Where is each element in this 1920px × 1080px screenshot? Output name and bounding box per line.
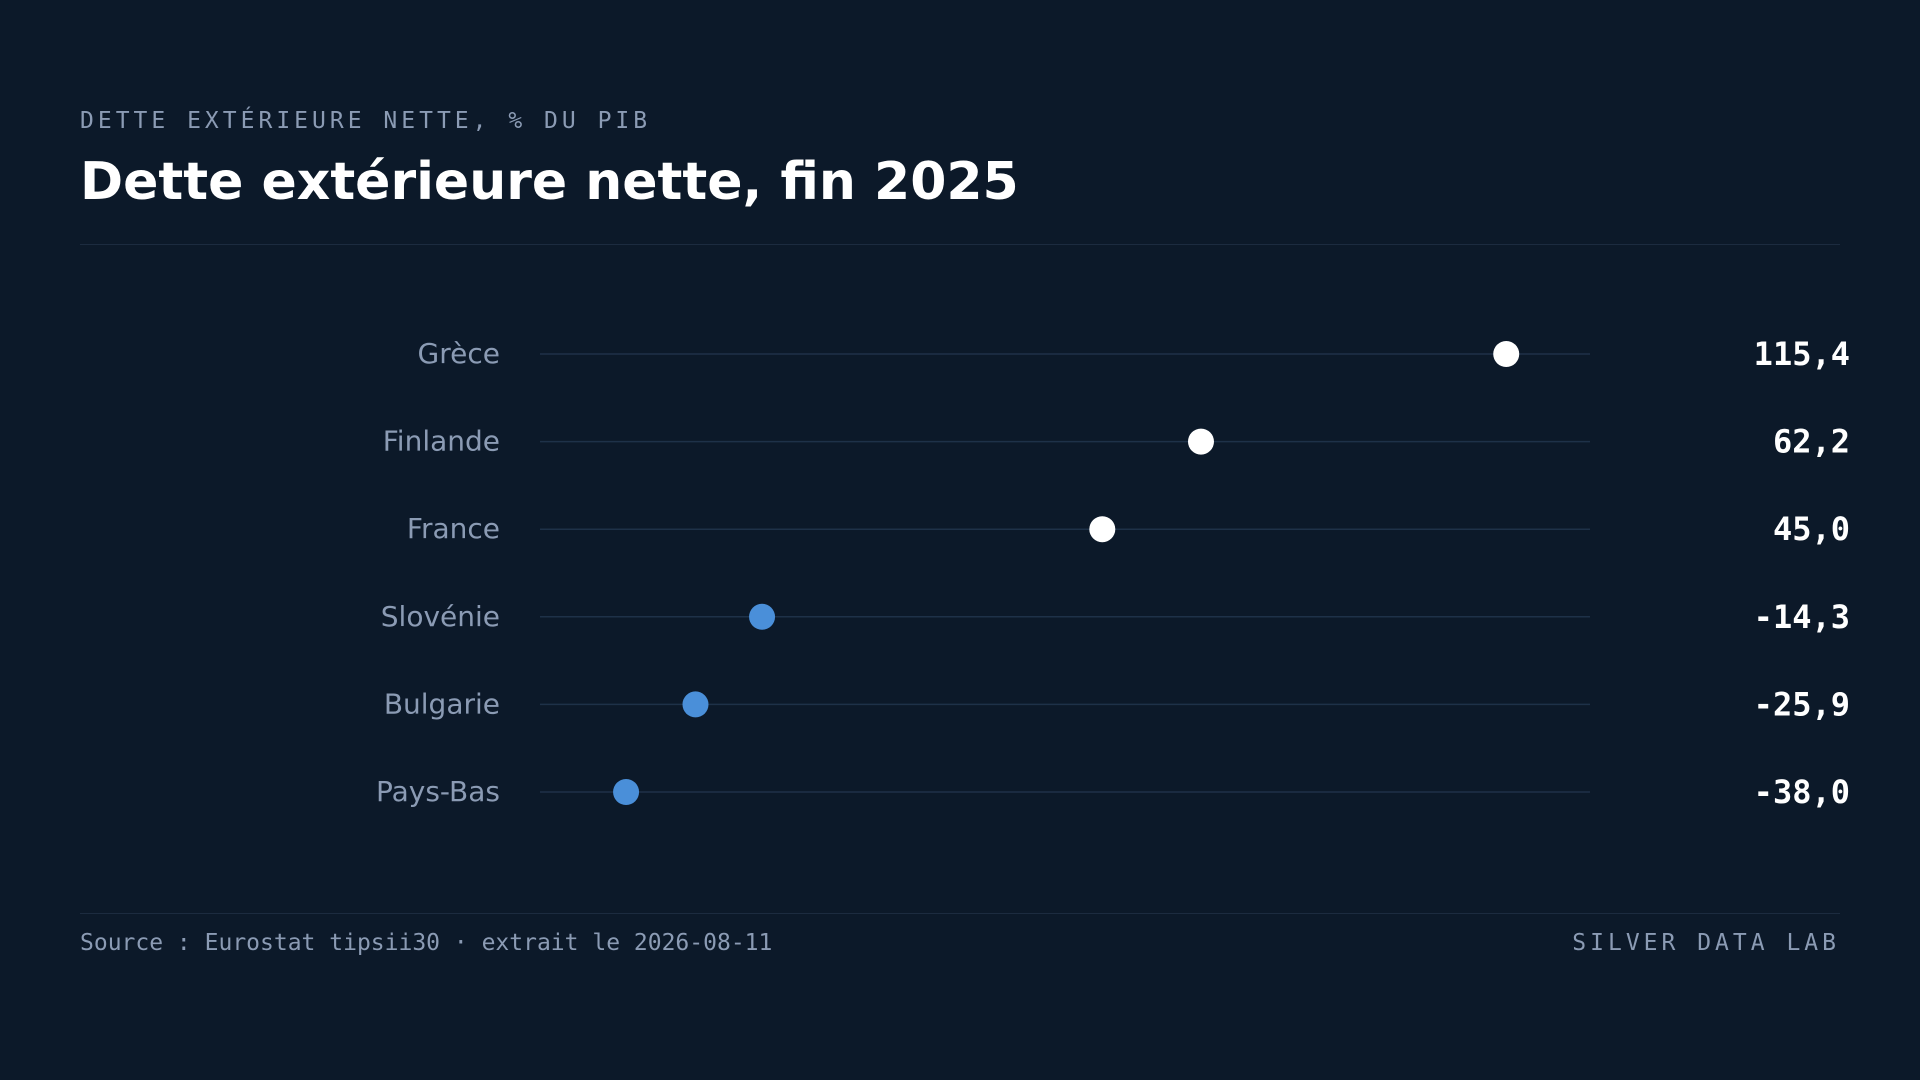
value-label: -38,0 (1754, 773, 1850, 811)
footer-divider (80, 913, 1840, 914)
chart-title: Dette extérieure nette, fin 2025 (80, 152, 1019, 212)
data-point (749, 603, 776, 630)
value-label: 115,4 (1754, 335, 1850, 373)
category-label: France (407, 512, 500, 545)
category-label: Bulgarie (384, 687, 500, 720)
value-label: -14,3 (1754, 598, 1850, 636)
data-point (682, 691, 709, 718)
data-point (1089, 516, 1116, 543)
value-label: 62,2 (1773, 423, 1850, 461)
category-label: Slovénie (381, 600, 500, 633)
data-point (1493, 341, 1520, 367)
category-label: Finlande (383, 425, 500, 458)
category-label: Pays-Bas (376, 775, 500, 808)
data-point (1187, 428, 1214, 455)
source-note: Source : Eurostat tipsii30 · extrait le … (80, 930, 773, 956)
brand-label: SILVER DATA LAB (1572, 930, 1840, 956)
value-label: 45,0 (1773, 510, 1850, 548)
category-label: Grèce (418, 337, 500, 370)
value-label: -25,9 (1754, 685, 1850, 723)
data-point (613, 779, 640, 805)
chart-kicker: DETTE EXTÉRIEURE NETTE, % DU PIB (80, 108, 652, 134)
header-divider (80, 244, 1840, 245)
